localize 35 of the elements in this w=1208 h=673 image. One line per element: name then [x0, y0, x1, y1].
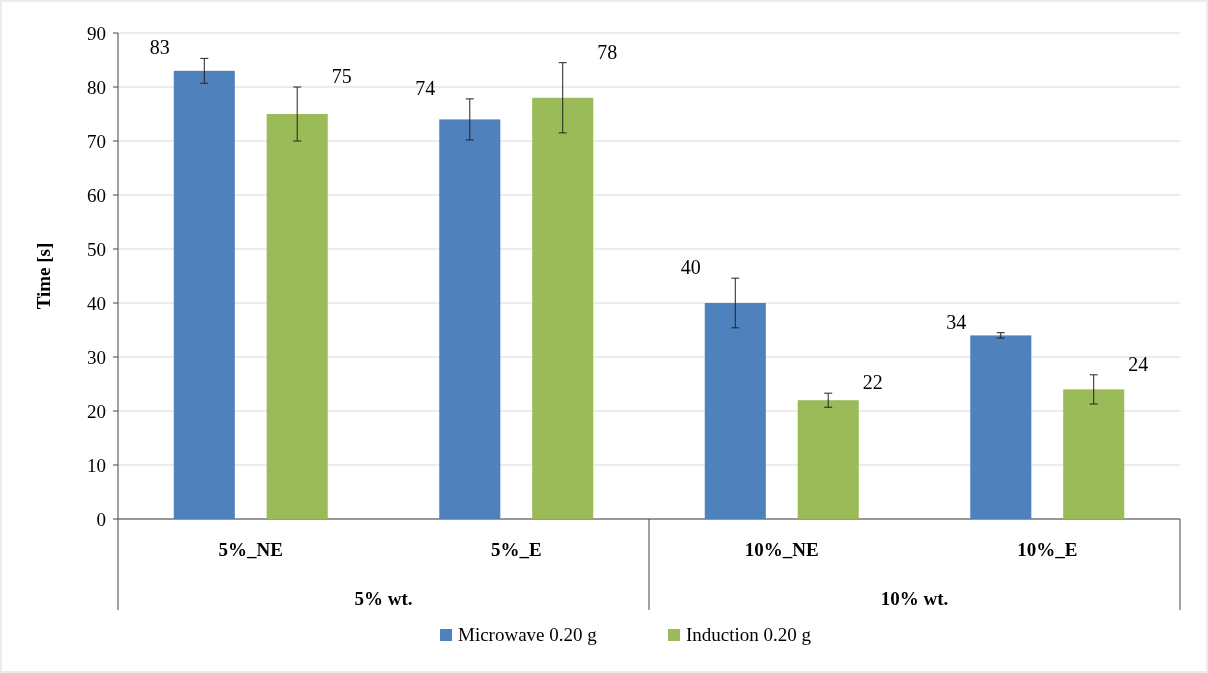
y-tick-label: 70 [87, 130, 106, 152]
bar [797, 400, 859, 519]
legend-label: Microwave 0.20 g [458, 624, 598, 645]
y-axis-title: Time [s] [33, 242, 54, 310]
y-tick-label: 90 [87, 22, 106, 44]
legend-label: Induction 0.20 g [686, 624, 812, 645]
data-label: 24 [1128, 352, 1149, 375]
bar [1063, 389, 1125, 519]
y-tick-label: 50 [87, 238, 106, 260]
data-label: 74 [415, 76, 436, 99]
x-tick-label: 5%_E [490, 539, 542, 560]
bar [173, 70, 235, 519]
data-label: 22 [862, 371, 883, 394]
y-tick-label: 80 [87, 76, 106, 98]
y-tick-label: 40 [87, 292, 106, 314]
y-tick-label: 30 [87, 346, 106, 368]
data-label: 40 [680, 256, 701, 279]
x-tick-label: 10%_E [1017, 539, 1078, 560]
bar [266, 114, 328, 519]
data-label: 83 [149, 36, 170, 59]
y-tick-label: 0 [96, 508, 106, 530]
text: 5% wt. [354, 588, 413, 609]
x-tick-label: 10%_NE [744, 539, 819, 560]
bar [970, 335, 1032, 519]
bar [532, 97, 594, 519]
data-label: 34 [946, 310, 967, 333]
text: 10% wt. [880, 588, 949, 609]
bar [704, 303, 766, 519]
y-tick-label: 20 [87, 400, 106, 422]
x-tick-label: 5%_NE [218, 539, 283, 560]
data-label: 78 [597, 40, 618, 63]
data-label: 75 [331, 65, 352, 87]
bar [439, 119, 501, 519]
y-tick-label: 10 [87, 454, 106, 476]
y-tick-label: 60 [87, 184, 106, 206]
